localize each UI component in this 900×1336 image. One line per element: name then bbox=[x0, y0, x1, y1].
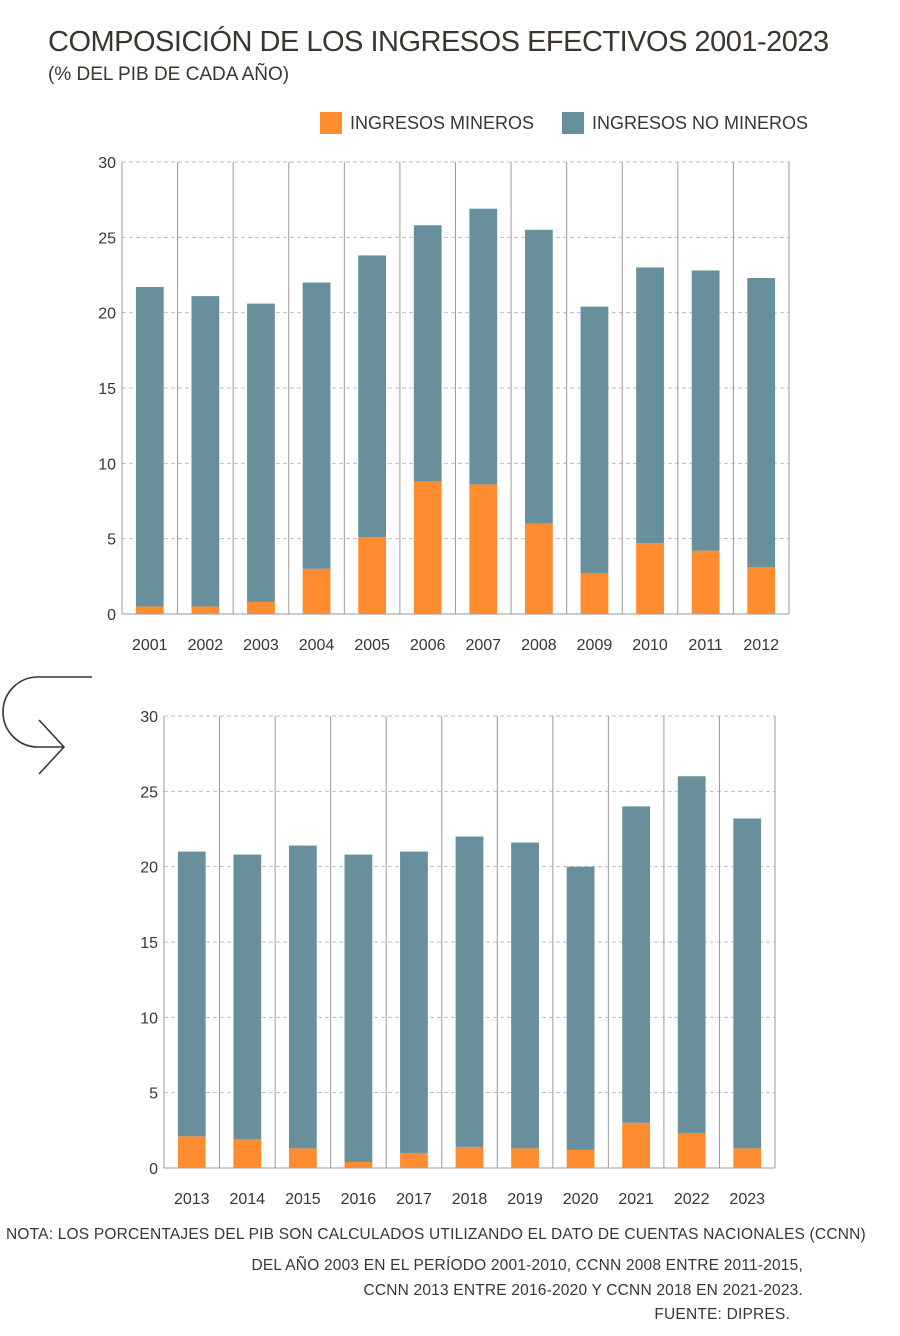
bottom-bar-mineros-2015 bbox=[288, 1148, 317, 1168]
bottom-xtick-label: 2013 bbox=[174, 1191, 210, 1208]
bottom-ytick-label: 10 bbox=[140, 1010, 158, 1027]
chart-bottom-2013-2023: 0 5 10 15 20 25 30 2013 2014 2015 2016 2017 2018 2019… bbox=[140, 709, 776, 1208]
top-xtick-label: 2002 bbox=[188, 637, 224, 654]
legend-label-mineros: INGRESOS MINEROS bbox=[350, 112, 535, 133]
top-bar-no-mineros-2012 bbox=[747, 278, 776, 568]
bottom-xtick-label: 2018 bbox=[452, 1191, 488, 1208]
bottom-bar-no-mineros-2021 bbox=[622, 806, 651, 1123]
top-bar-mineros-2007 bbox=[469, 484, 498, 614]
bottom-bar-no-mineros-2020 bbox=[566, 866, 595, 1150]
top-ytick-label: 25 bbox=[98, 230, 116, 247]
top-xtick-label: 2005 bbox=[354, 637, 390, 654]
bottom-bar-mineros-2016 bbox=[344, 1161, 373, 1168]
bottom-ytick-label: 15 bbox=[140, 935, 158, 952]
top-ytick-label: 10 bbox=[98, 456, 116, 473]
top-bar-no-mineros-2009 bbox=[580, 306, 609, 574]
top-bar-mineros-2009 bbox=[580, 573, 609, 614]
top-xtick-label: 2011 bbox=[688, 637, 723, 654]
top-bar-no-mineros-2002 bbox=[191, 296, 220, 607]
top-xtick-label: 2012 bbox=[743, 637, 779, 654]
legend-swatch-no-mineros bbox=[562, 112, 584, 134]
bottom-ytick-label: 0 bbox=[149, 1161, 158, 1178]
top-xtick-label: 2008 bbox=[521, 637, 557, 654]
top-bar-no-mineros-2005 bbox=[358, 255, 387, 538]
top-bar-no-mineros-2011 bbox=[691, 270, 720, 551]
chart-top-2001-2012: 0 5 10 15 20 25 30 2001 2002 2003 2004 2005 2006 2007… bbox=[98, 155, 790, 654]
continuation-arrow-icon bbox=[2, 676, 92, 775]
bottom-xtick-label: 2014 bbox=[230, 1191, 266, 1208]
bottom-xtick-label: 2015 bbox=[285, 1191, 321, 1208]
top-ytick-label: 15 bbox=[98, 381, 116, 398]
bottom-bar-mineros-2017 bbox=[400, 1152, 428, 1168]
top-bar-mineros-2010 bbox=[636, 543, 664, 614]
bottom-bar-mineros-2022 bbox=[677, 1133, 706, 1168]
bottom-bar-mineros-2019 bbox=[511, 1148, 539, 1168]
top-bar-mineros-2006 bbox=[413, 481, 442, 614]
legend-swatch-mineros bbox=[320, 112, 342, 134]
top-xtick-label: 2004 bbox=[299, 637, 335, 654]
top-bar-mineros-2012 bbox=[747, 567, 776, 614]
top-bar-mineros-2008 bbox=[524, 523, 553, 614]
top-ytick-label: 30 bbox=[98, 155, 116, 172]
top-bar-mineros-2003 bbox=[247, 601, 275, 614]
bottom-bar-no-mineros-2013 bbox=[177, 851, 206, 1137]
bottom-bar-no-mineros-2014 bbox=[233, 854, 262, 1140]
bottom-ytick-label: 30 bbox=[140, 709, 158, 726]
bottom-xtick-label: 2019 bbox=[507, 1191, 543, 1208]
legend-item-no-mineros: INGRESOS NO MINEROS bbox=[562, 110, 808, 136]
top-ytick-label: 0 bbox=[107, 607, 116, 624]
top-xtick-label: 2009 bbox=[577, 637, 613, 654]
bottom-xtick-label: 2022 bbox=[674, 1191, 710, 1208]
top-bar-no-mineros-2006 bbox=[413, 225, 442, 482]
legend-item-mineros: INGRESOS MINEROS bbox=[320, 110, 534, 136]
top-bar-no-mineros-2004 bbox=[302, 282, 331, 569]
top-ytick-label: 20 bbox=[98, 306, 116, 323]
bottom-bar-mineros-2020 bbox=[566, 1149, 595, 1168]
bottom-bar-no-mineros-2015 bbox=[288, 845, 317, 1149]
top-bar-no-mineros-2008 bbox=[524, 229, 553, 524]
top-bar-mineros-2011 bbox=[691, 550, 720, 614]
top-bar-mineros-2002 bbox=[191, 606, 220, 614]
top-xtick-label: 2001 bbox=[132, 637, 168, 654]
bottom-ytick-label: 5 bbox=[149, 1086, 158, 1103]
top-bar-no-mineros-2010 bbox=[636, 267, 664, 544]
bottom-bar-mineros-2021 bbox=[622, 1122, 651, 1168]
bottom-ytick-label: 25 bbox=[140, 784, 158, 801]
note-line-3: CCNN 2013 ENTRE 2016-2020 Y CCNN 2018 EN… bbox=[363, 1282, 803, 1299]
top-xtick-label: 2007 bbox=[465, 637, 501, 654]
chart-subtitle: (% DEL PIB DE CADA AÑO) bbox=[48, 64, 290, 85]
note-line-2: DEL AÑO 2003 EN EL PERÍODO 2001-2010, CC… bbox=[251, 1257, 803, 1274]
bottom-bar-mineros-2014 bbox=[233, 1139, 262, 1168]
bottom-xtick-label: 2020 bbox=[563, 1191, 599, 1208]
bottom-bar-mineros-2013 bbox=[177, 1136, 206, 1168]
bottom-xtick-label: 2017 bbox=[396, 1191, 432, 1208]
chart-title: COMPOSICIÓN DE LOS INGRESOS EFECTIVOS 20… bbox=[48, 26, 829, 58]
bottom-ytick-label: 20 bbox=[140, 860, 158, 877]
bottom-bar-no-mineros-2023 bbox=[733, 818, 762, 1149]
top-bar-mineros-2001 bbox=[135, 606, 164, 614]
top-bar-mineros-2005 bbox=[358, 537, 387, 614]
top-xtick-label: 2010 bbox=[632, 637, 668, 654]
bottom-xtick-label: 2016 bbox=[341, 1191, 377, 1208]
bottom-bar-no-mineros-2017 bbox=[400, 851, 428, 1153]
top-bar-mineros-2004 bbox=[302, 568, 331, 614]
bottom-bar-mineros-2018 bbox=[455, 1146, 484, 1168]
top-xtick-label: 2003 bbox=[243, 637, 279, 654]
bottom-bar-no-mineros-2019 bbox=[511, 842, 539, 1149]
top-bar-no-mineros-2001 bbox=[135, 287, 164, 607]
bottom-bar-no-mineros-2016 bbox=[344, 854, 373, 1162]
top-ytick-label: 5 bbox=[107, 532, 116, 549]
top-bar-no-mineros-2007 bbox=[469, 208, 498, 485]
legend-label-no-mineros: INGRESOS NO MINEROS bbox=[592, 112, 809, 133]
top-bar-no-mineros-2003 bbox=[247, 303, 275, 602]
bottom-bar-mineros-2023 bbox=[733, 1148, 762, 1168]
bottom-xtick-label: 2023 bbox=[729, 1191, 765, 1208]
bottom-bar-no-mineros-2018 bbox=[455, 836, 484, 1147]
bottom-xtick-label: 2021 bbox=[618, 1191, 654, 1208]
note-line-1: NOTA: LOS PORCENTAJES DEL PIB SON CALCUL… bbox=[6, 1226, 866, 1243]
note-source: FUENTE: DIPRES. bbox=[654, 1306, 790, 1323]
bottom-bar-no-mineros-2022 bbox=[677, 776, 706, 1134]
top-xtick-label: 2006 bbox=[410, 637, 446, 654]
